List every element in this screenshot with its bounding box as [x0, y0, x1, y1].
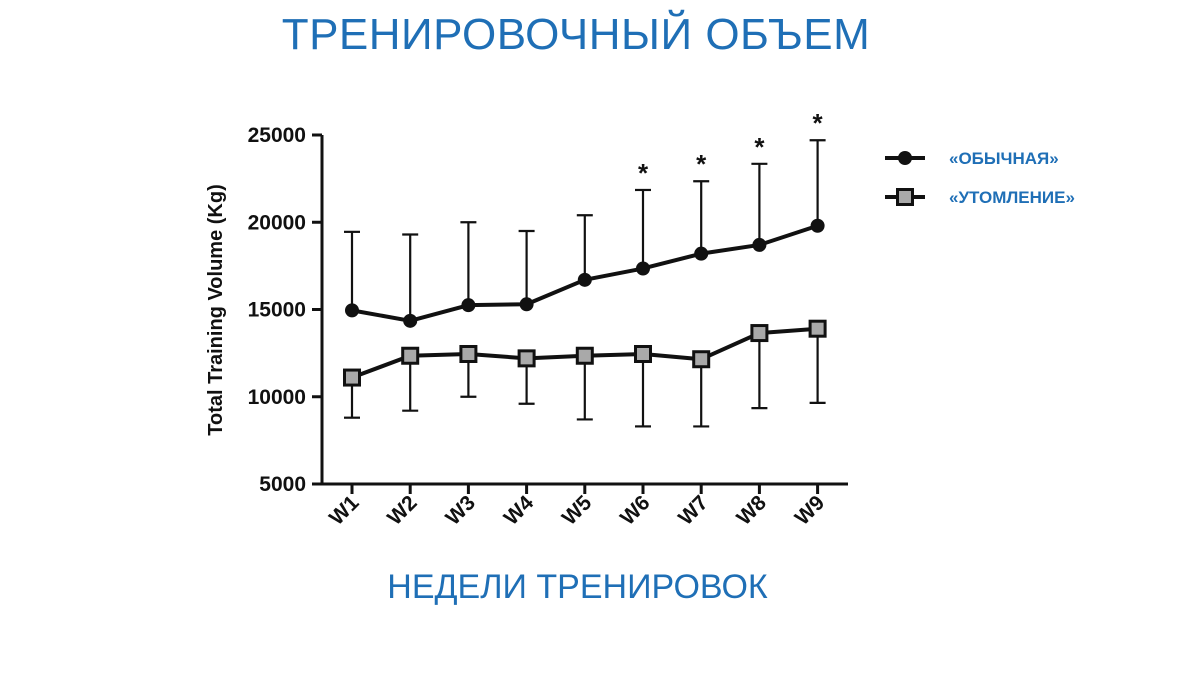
- x-tick-label: W1: [325, 491, 364, 530]
- data-point-circle: [403, 313, 418, 328]
- significance-star: *: [813, 108, 824, 138]
- y-tick-label: 5000: [259, 473, 306, 496]
- y-tick-label: 10000: [248, 386, 306, 409]
- y-tick-label: 25000: [248, 124, 306, 147]
- x-tick-label: W2: [383, 491, 422, 530]
- x-tick-label: W9: [791, 491, 830, 530]
- x-tick-label: W6: [616, 491, 655, 530]
- legend-label: «ОБЫЧНАЯ»: [949, 149, 1059, 168]
- data-point-square: [750, 324, 769, 343]
- series-markers: [343, 218, 827, 387]
- data-point-circle: [345, 303, 359, 318]
- significance-star: *: [696, 149, 707, 179]
- data-point-circle: [461, 298, 476, 313]
- x-tick-label: W5: [558, 491, 597, 530]
- significance-star: *: [754, 132, 765, 162]
- x-tick-label: W3: [441, 491, 480, 530]
- data-point-square: [343, 368, 361, 387]
- data-point-circle: [810, 218, 825, 233]
- data-point-square: [634, 344, 652, 363]
- data-point-circle: [519, 297, 534, 312]
- data-point-circle: [636, 261, 650, 276]
- significance-annotations: * * * *: [638, 108, 824, 188]
- x-ticks: W1 W2 W3 W4 W5 W6 W7 W8 W9: [325, 484, 829, 530]
- axes: [320, 135, 848, 486]
- x-tick-label: W7: [674, 491, 713, 530]
- data-point-circle: [694, 246, 709, 261]
- data-point-circle: [752, 237, 767, 252]
- data-point-square: [517, 349, 536, 368]
- y-tick-label: 20000: [248, 211, 306, 234]
- data-point-square: [692, 350, 711, 369]
- x-tick-label: W4: [500, 491, 539, 530]
- data-point-square: [808, 319, 827, 338]
- y-tick-label: 15000: [248, 299, 306, 322]
- x-axis-caption: НЕДЕЛИ ТРЕНИРОВОК: [387, 568, 768, 606]
- error-bars: [344, 139, 826, 428]
- y-ticks: 5000 10000 15000 20000 25000: [248, 124, 322, 496]
- legend: «ОБЫЧНАЯ» «УТОМЛЕНИЕ»: [885, 149, 1075, 207]
- chart-title: ТРЕНИРОВОЧНЫЙ ОБЪЕМ: [281, 10, 871, 59]
- data-point-square: [575, 346, 594, 365]
- data-point-square: [459, 344, 478, 363]
- data-point-square: [401, 346, 420, 365]
- significance-star: *: [638, 158, 649, 188]
- legend-marker-square: [896, 188, 914, 206]
- legend-marker-circle: [898, 151, 912, 165]
- legend-label: «УТОМЛЕНИЕ»: [949, 188, 1075, 207]
- data-point-circle: [577, 272, 592, 287]
- x-tick-label: W8: [732, 491, 771, 530]
- y-axis-label: Total Training Volume (Kg): [205, 184, 227, 435]
